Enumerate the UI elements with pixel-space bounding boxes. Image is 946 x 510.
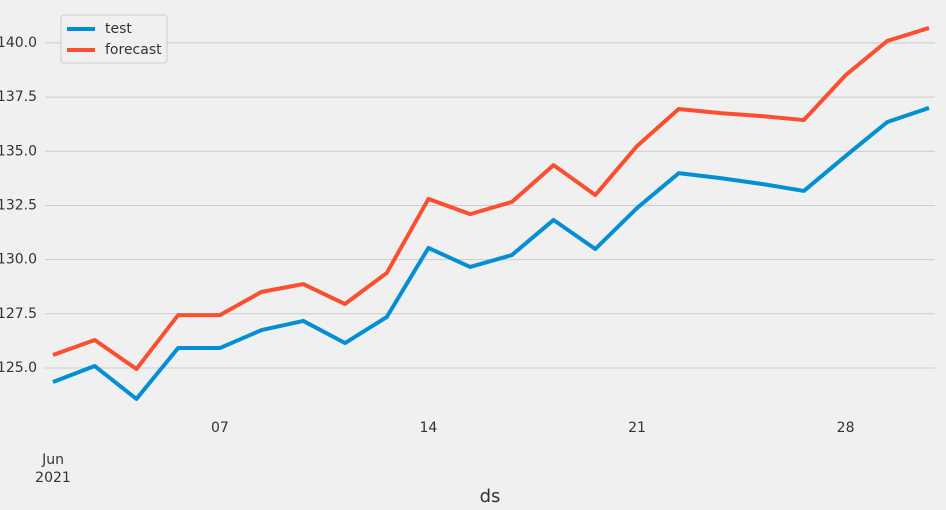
legend: test forecast [60,14,168,64]
y-tick-label: 125.0 [0,360,37,376]
y-tick-label: 135.0 [0,143,37,159]
x-tick-label: 07 [211,420,229,436]
y-tick-label: 140.0 [0,35,37,51]
x-tick-label: 21 [628,420,646,436]
y-tick-label: 137.5 [0,89,37,105]
y-tick-label: 127.5 [0,306,37,322]
x-axis-label: ds [480,486,501,507]
legend-label: forecast [105,42,162,58]
y-tick-label: 130.0 [0,252,37,268]
x-tick-label: Jun 2021 [35,452,71,486]
y-tick-label: 132.5 [0,197,37,213]
x-tick-label: 14 [420,420,438,436]
legend-label: test [105,21,132,37]
x-tick-label: 28 [837,420,855,436]
line-series [52,26,930,372]
line-series [52,106,930,401]
